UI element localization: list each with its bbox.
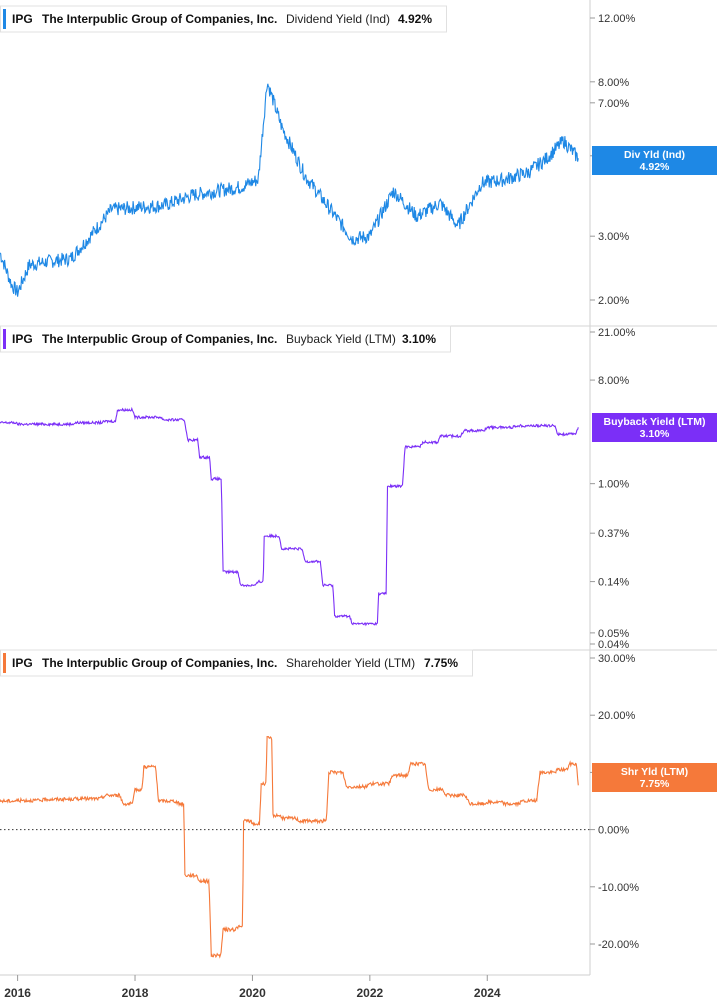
panel-header: IPG The Interpublic Group of Companies, I… <box>0 5 447 33</box>
value-tag-label: Shr Yld (LTM) <box>621 766 688 778</box>
header-metric: Shareholder Yield (LTM) <box>286 656 415 670</box>
y-tick-label: 3.00% <box>598 231 629 243</box>
y-tick-label: 0.00% <box>598 825 629 837</box>
legend-swatch <box>3 9 6 29</box>
y-tick-label: 7.00% <box>598 98 629 110</box>
value-tag: Buyback Yield (LTM)3.10% <box>592 413 717 442</box>
header-company: The Interpublic Group of Companies, Inc. <box>42 656 277 670</box>
value-tag-label: Div Yld (Ind) <box>624 149 685 161</box>
series-line <box>0 406 579 627</box>
value-tag-value: 4.92% <box>640 161 670 173</box>
value-tag: Div Yld (Ind)4.92% <box>592 146 717 175</box>
header-current-value: 7.75% <box>424 656 458 670</box>
y-tick-label: 0.37% <box>598 528 629 540</box>
y-tick-label: 30.00% <box>598 653 636 665</box>
header-metric: Dividend Yield (Ind) <box>286 12 390 26</box>
panel-header: IPG The Interpublic Group of Companies, I… <box>0 649 473 677</box>
y-tick-label: 0.14% <box>598 577 629 589</box>
value-tag-value: 7.75% <box>640 778 670 790</box>
legend-swatch <box>3 329 6 349</box>
header-current-value: 3.10% <box>402 332 436 346</box>
header-metric: Buyback Yield (LTM) <box>286 332 396 346</box>
series-line <box>0 735 579 959</box>
y-tick-label: 8.00% <box>598 375 629 387</box>
header-box <box>0 649 473 677</box>
value-tag-box <box>592 763 717 792</box>
y-tick-label: 21.00% <box>598 327 636 339</box>
value-tag-label: Buyback Yield (LTM) <box>604 416 706 428</box>
value-tag-value: 3.10% <box>640 428 670 440</box>
header-company: The Interpublic Group of Companies, Inc. <box>42 12 277 26</box>
header-box <box>0 5 447 33</box>
y-tick-label: 1.00% <box>598 479 629 491</box>
header-ticker: IPG <box>12 12 33 26</box>
x-tick-label: 2022 <box>356 986 383 1000</box>
panel-header: IPG The Interpublic Group of Companies, I… <box>0 325 451 353</box>
value-tag: Shr Yld (LTM)7.75% <box>592 763 717 792</box>
header-current-value: 4.92% <box>398 12 432 26</box>
y-tick-label: 2.00% <box>598 295 629 307</box>
value-tag-box <box>592 146 717 175</box>
y-tick-label: -20.00% <box>598 939 639 951</box>
header-ticker: IPG <box>12 656 33 670</box>
y-tick-label: 12.00% <box>598 13 636 25</box>
value-tag-box <box>592 413 717 442</box>
legend-swatch <box>3 653 6 673</box>
y-tick-label: 0.05% <box>598 628 629 640</box>
y-tick-label: 20.00% <box>598 710 636 722</box>
y-tick-label: 0.04% <box>598 639 629 651</box>
x-tick-label: 2018 <box>122 986 149 1000</box>
header-box <box>0 325 451 353</box>
y-tick-label: 8.00% <box>598 77 629 89</box>
y-tick-label: -10.00% <box>598 882 639 894</box>
x-tick-label: 2016 <box>4 986 31 1000</box>
x-tick-label: 2020 <box>239 986 266 1000</box>
header-ticker: IPG <box>12 332 33 346</box>
header-company: The Interpublic Group of Companies, Inc. <box>42 332 277 346</box>
x-tick-label: 2024 <box>474 986 501 1000</box>
series-line <box>0 83 579 297</box>
